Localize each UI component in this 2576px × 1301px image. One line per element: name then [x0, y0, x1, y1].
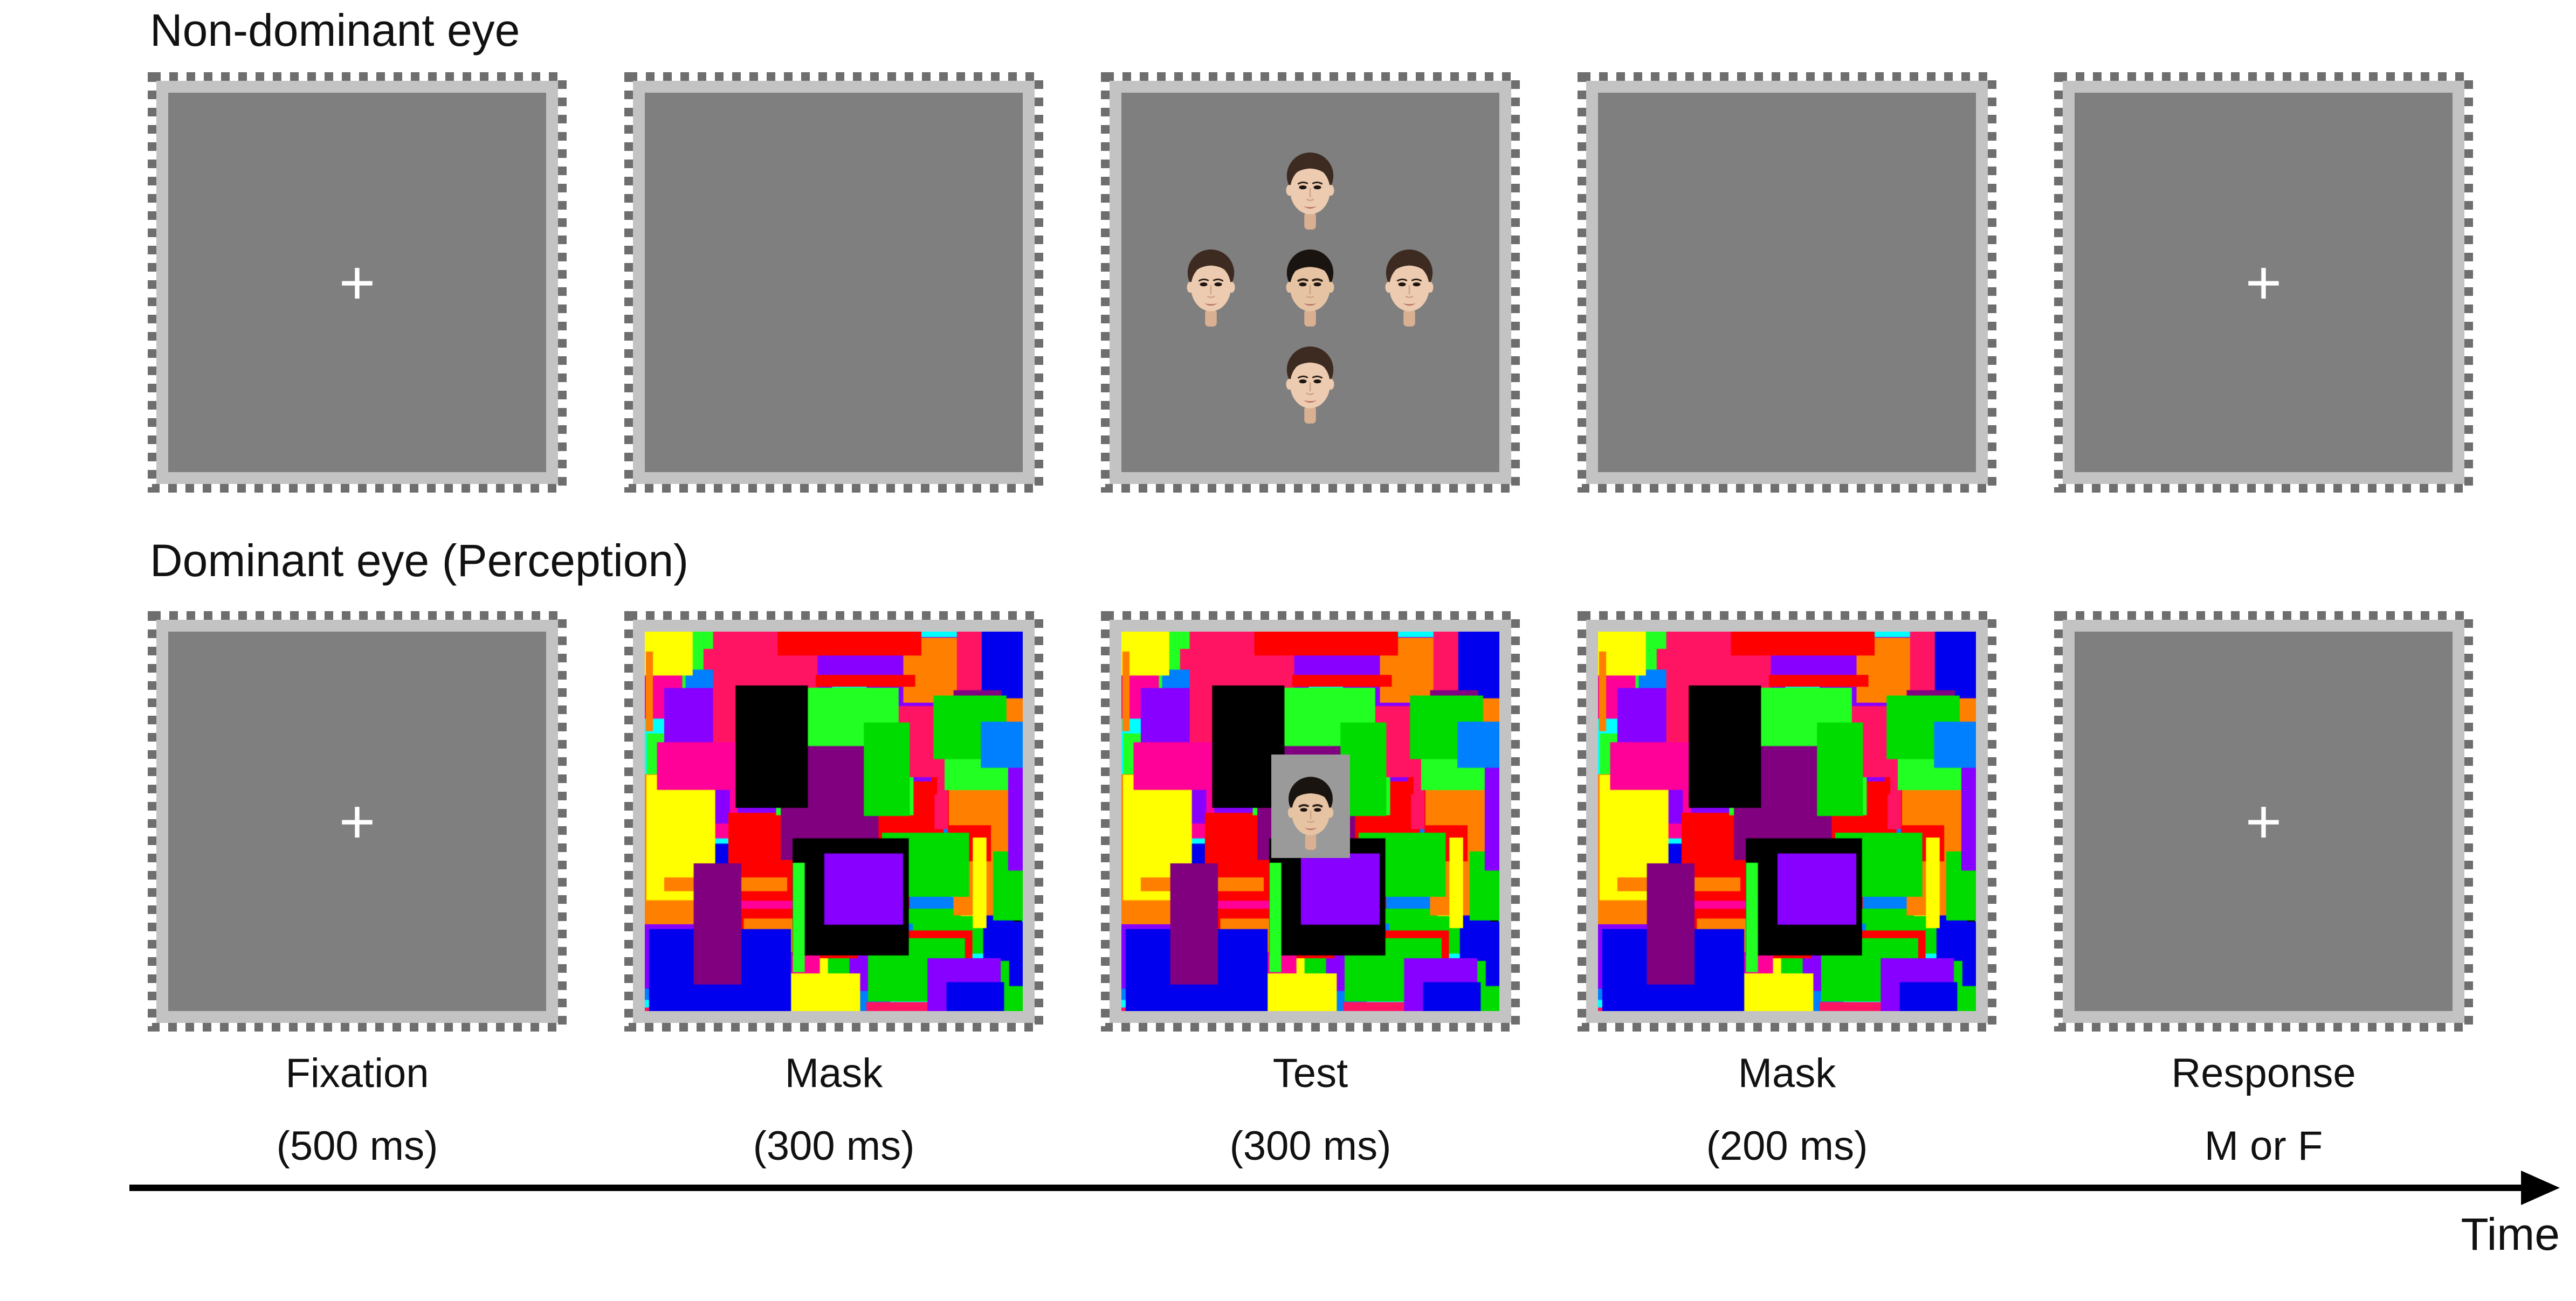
stage-label-fixation: Fixation (500 ms)	[148, 1048, 567, 1172]
panel-content-mask	[1598, 632, 1976, 1011]
fixation-cross: +	[339, 247, 376, 317]
row-title-dominant-eye: Dominant eye (Perception)	[150, 535, 689, 586]
stage-duration: (200 ms)	[1706, 1123, 1868, 1169]
dominant-eye-panel-row: + +	[148, 611, 2473, 1032]
stage-name: Response	[2171, 1050, 2356, 1096]
panel-nondominant-blank-1	[624, 72, 1043, 493]
fixation-cross: +	[339, 786, 376, 856]
stage-label-response: Response M or F	[2054, 1048, 2473, 1172]
panel-content-gray: +	[168, 632, 546, 1011]
dashed-border	[2054, 72, 2473, 493]
panel-nondominant-response: +	[2054, 72, 2473, 493]
test-face-photo	[1271, 754, 1350, 858]
dashed-border	[148, 611, 567, 1032]
panel-dominant-fixation: +	[148, 611, 567, 1032]
panel-dominant-mask-1	[624, 611, 1043, 1032]
stage-name: Test	[1272, 1050, 1348, 1096]
nondominant-eye-panel-row: + +	[148, 72, 2473, 493]
stage-label-row: Fixation (500 ms) Mask (300 ms) Test (30…	[148, 1048, 2473, 1172]
dashed-border	[1578, 72, 1996, 493]
panel-content-faces	[1121, 93, 1499, 472]
female-face-icon	[1272, 336, 1348, 428]
dashed-border	[624, 72, 1043, 493]
panel-content-gray: +	[2075, 93, 2453, 472]
stage-duration: (500 ms)	[276, 1123, 438, 1169]
female-face-icon	[1372, 239, 1447, 331]
dashed-border	[2054, 611, 2473, 1032]
mondrian-mask-image	[1598, 632, 1976, 1011]
panel-nondominant-test-faces	[1101, 72, 1520, 493]
panel-content-gray: +	[168, 93, 546, 472]
dashed-border	[1578, 611, 1996, 1032]
time-axis-label: Time	[2461, 1209, 2560, 1260]
stage-duration: M or F	[2204, 1123, 2323, 1169]
stage-duration: (300 ms)	[1229, 1123, 1392, 1169]
time-arrowhead-icon	[2521, 1171, 2560, 1205]
stage-name: Mask	[784, 1050, 883, 1096]
panel-dominant-mask-2	[1578, 611, 1996, 1032]
dashed-border	[1101, 72, 1520, 493]
row-title-nondominant-eye: Non-dominant eye	[150, 5, 520, 56]
dashed-border	[148, 72, 567, 493]
female-face-icon	[1272, 142, 1348, 234]
stage-label-mask-2: Mask (200 ms)	[1578, 1048, 1996, 1172]
male-face-icon	[1287, 777, 1333, 850]
dashed-border	[1101, 611, 1520, 1032]
dashed-border	[624, 611, 1043, 1032]
stage-label-test: Test (300 ms)	[1101, 1048, 1520, 1172]
fixation-cross: +	[2245, 786, 2282, 856]
panel-nondominant-blank-2	[1578, 72, 1996, 493]
panel-nondominant-fixation: +	[148, 72, 567, 493]
stage-label-mask-1: Mask (300 ms)	[624, 1048, 1043, 1172]
panel-dominant-response: +	[2054, 611, 2473, 1032]
female-face-icon	[1173, 239, 1249, 331]
stage-name: Fixation	[285, 1050, 429, 1096]
male-face-icon	[1272, 239, 1348, 331]
stage-duration: (300 ms)	[753, 1123, 915, 1169]
stage-name: Mask	[1738, 1050, 1836, 1096]
panel-content-gray	[1598, 93, 1976, 472]
panel-content-mask	[645, 632, 1023, 1011]
panel-content-gray	[645, 93, 1023, 472]
time-arrow-line	[129, 1185, 2523, 1191]
panel-dominant-test	[1101, 611, 1520, 1032]
mondrian-mask-image	[645, 632, 1023, 1011]
panel-content-mask-with-face	[1121, 632, 1499, 1011]
panel-content-gray: +	[2075, 632, 2453, 1011]
fixation-cross: +	[2245, 247, 2282, 317]
